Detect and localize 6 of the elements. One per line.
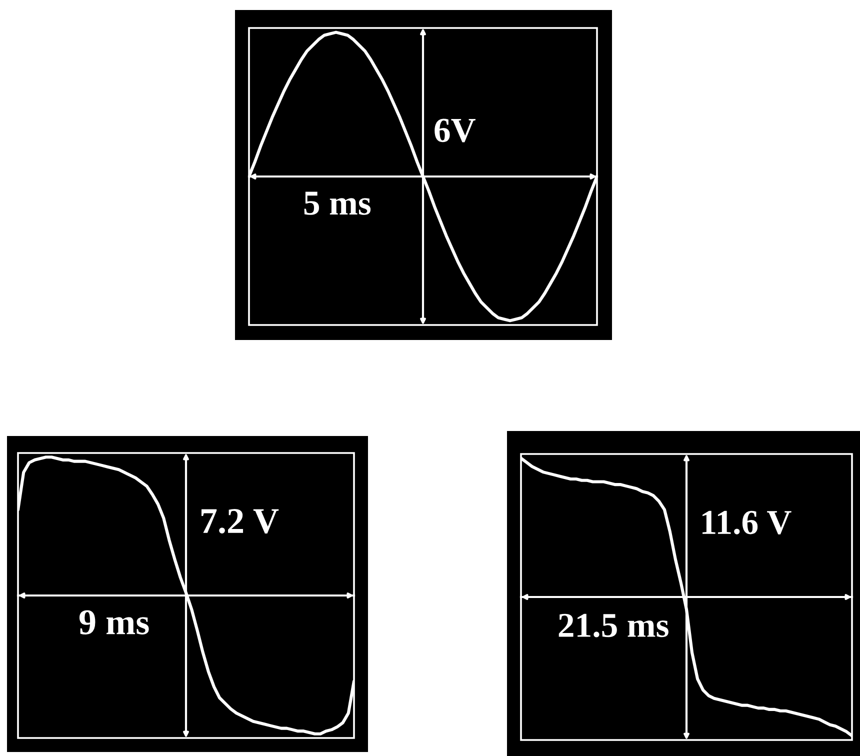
annotation: 6V (434, 118, 476, 142)
annotation: 9 ms (79, 610, 149, 634)
annotation: 11.6 V (702, 510, 792, 534)
annotation: 5 ms (304, 192, 371, 215)
annotation: 7.2 V (202, 509, 279, 534)
annotation: 21.5 ms (558, 614, 668, 638)
